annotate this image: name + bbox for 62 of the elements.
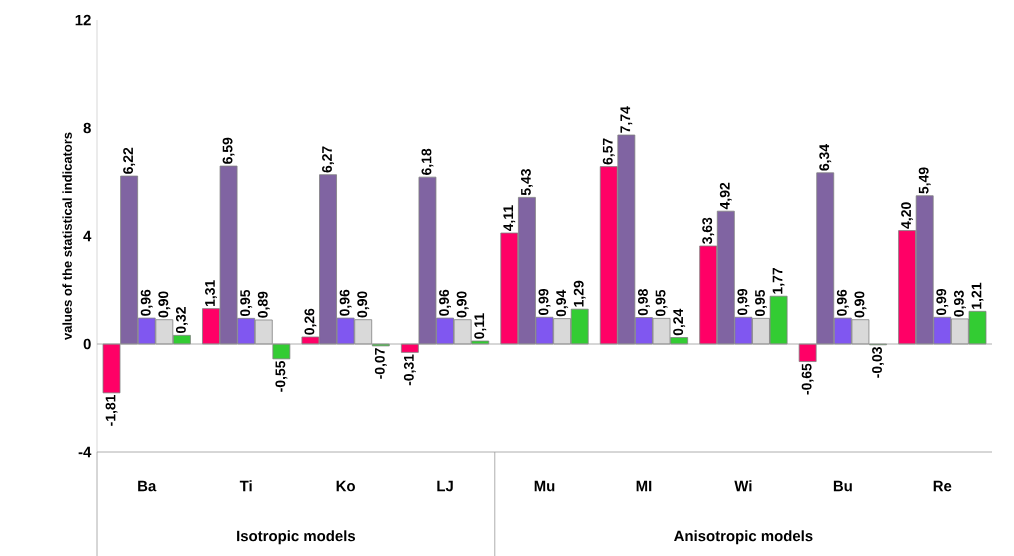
text: Isotropic models bbox=[237, 530, 356, 545]
data-label: 1,29 bbox=[573, 280, 586, 307]
x-tick-label: Bu bbox=[833, 480, 852, 492]
data-label: 0,99 bbox=[538, 288, 551, 316]
data-label: 7,74 bbox=[620, 106, 633, 133]
data-label: -0,55 bbox=[275, 360, 288, 392]
x-tick-label: MI bbox=[636, 480, 652, 492]
data-label: 0,24 bbox=[673, 308, 686, 336]
y-axis-title: values of the statistical indicators bbox=[62, 132, 72, 340]
data-label: 0,90 bbox=[357, 291, 370, 318]
x-tick-label: Ko bbox=[336, 480, 355, 492]
data-label: 0,90 bbox=[854, 291, 867, 318]
data-label: 0,95 bbox=[755, 289, 767, 317]
data-label: 0,96 bbox=[439, 289, 452, 316]
data-label: 0,98 bbox=[637, 289, 650, 316]
x-tick-label: LJ bbox=[437, 480, 453, 492]
data-label: 4,20 bbox=[901, 202, 914, 229]
text: Anisotropic models bbox=[674, 530, 813, 545]
data-label: 0,89 bbox=[257, 291, 270, 318]
y-tick-label: 8 bbox=[83, 122, 91, 134]
data-label: 0,11 bbox=[474, 313, 487, 339]
data-label: 0,96 bbox=[140, 289, 153, 316]
data-label: 0,93 bbox=[953, 290, 966, 317]
data-label: 1,21 bbox=[971, 282, 984, 309]
data-label: 0,32 bbox=[175, 307, 188, 334]
x-tick-label: Re bbox=[933, 480, 952, 492]
data-label: 0,26 bbox=[304, 308, 317, 335]
y-tick-label: 12 bbox=[75, 14, 91, 26]
data-label: 6,34 bbox=[819, 144, 832, 171]
data-label: 5,49 bbox=[918, 167, 931, 194]
data-label: 0,96 bbox=[339, 289, 352, 316]
data-label: -0,65 bbox=[801, 363, 814, 395]
data-label: 1,77 bbox=[772, 267, 785, 294]
data-label: 4,92 bbox=[719, 182, 732, 210]
x-tick-label: Ba bbox=[138, 480, 157, 492]
y-tick-label: -4 bbox=[78, 446, 92, 458]
data-label: -1,81 bbox=[105, 394, 118, 426]
data-label: -0,31 bbox=[403, 354, 416, 386]
x-tick-label: Mu bbox=[534, 480, 555, 492]
data-label: 6,57 bbox=[602, 138, 615, 165]
data-label: 3,63 bbox=[702, 217, 715, 244]
data-label: 6,18 bbox=[421, 148, 434, 175]
data-label: 0,94 bbox=[556, 289, 569, 317]
x-tick-label: Ti bbox=[239, 480, 252, 492]
data-label: 0,99 bbox=[936, 288, 949, 316]
data-label: -0,03 bbox=[872, 347, 884, 378]
data-label: 0,95 bbox=[655, 289, 668, 317]
data-label: -0,07 bbox=[374, 348, 387, 379]
data-label: 0,90 bbox=[456, 291, 469, 318]
data-label: 5,43 bbox=[520, 169, 533, 196]
y-tick-label: 4 bbox=[83, 230, 92, 242]
data-label: 6,22 bbox=[123, 147, 136, 174]
data-label: 0,96 bbox=[836, 289, 849, 316]
data-label: 6,27 bbox=[322, 146, 334, 173]
data-label: 6,59 bbox=[222, 137, 235, 164]
y-tick-label: 0 bbox=[83, 338, 91, 350]
x-tick-label: Wi bbox=[734, 480, 752, 492]
data-label: 4,11 bbox=[503, 205, 516, 232]
data-label: 1,31 bbox=[205, 280, 217, 307]
data-label: 0,95 bbox=[240, 289, 253, 317]
data-label: 0,99 bbox=[737, 288, 750, 316]
data-label: 0,90 bbox=[158, 291, 171, 318]
